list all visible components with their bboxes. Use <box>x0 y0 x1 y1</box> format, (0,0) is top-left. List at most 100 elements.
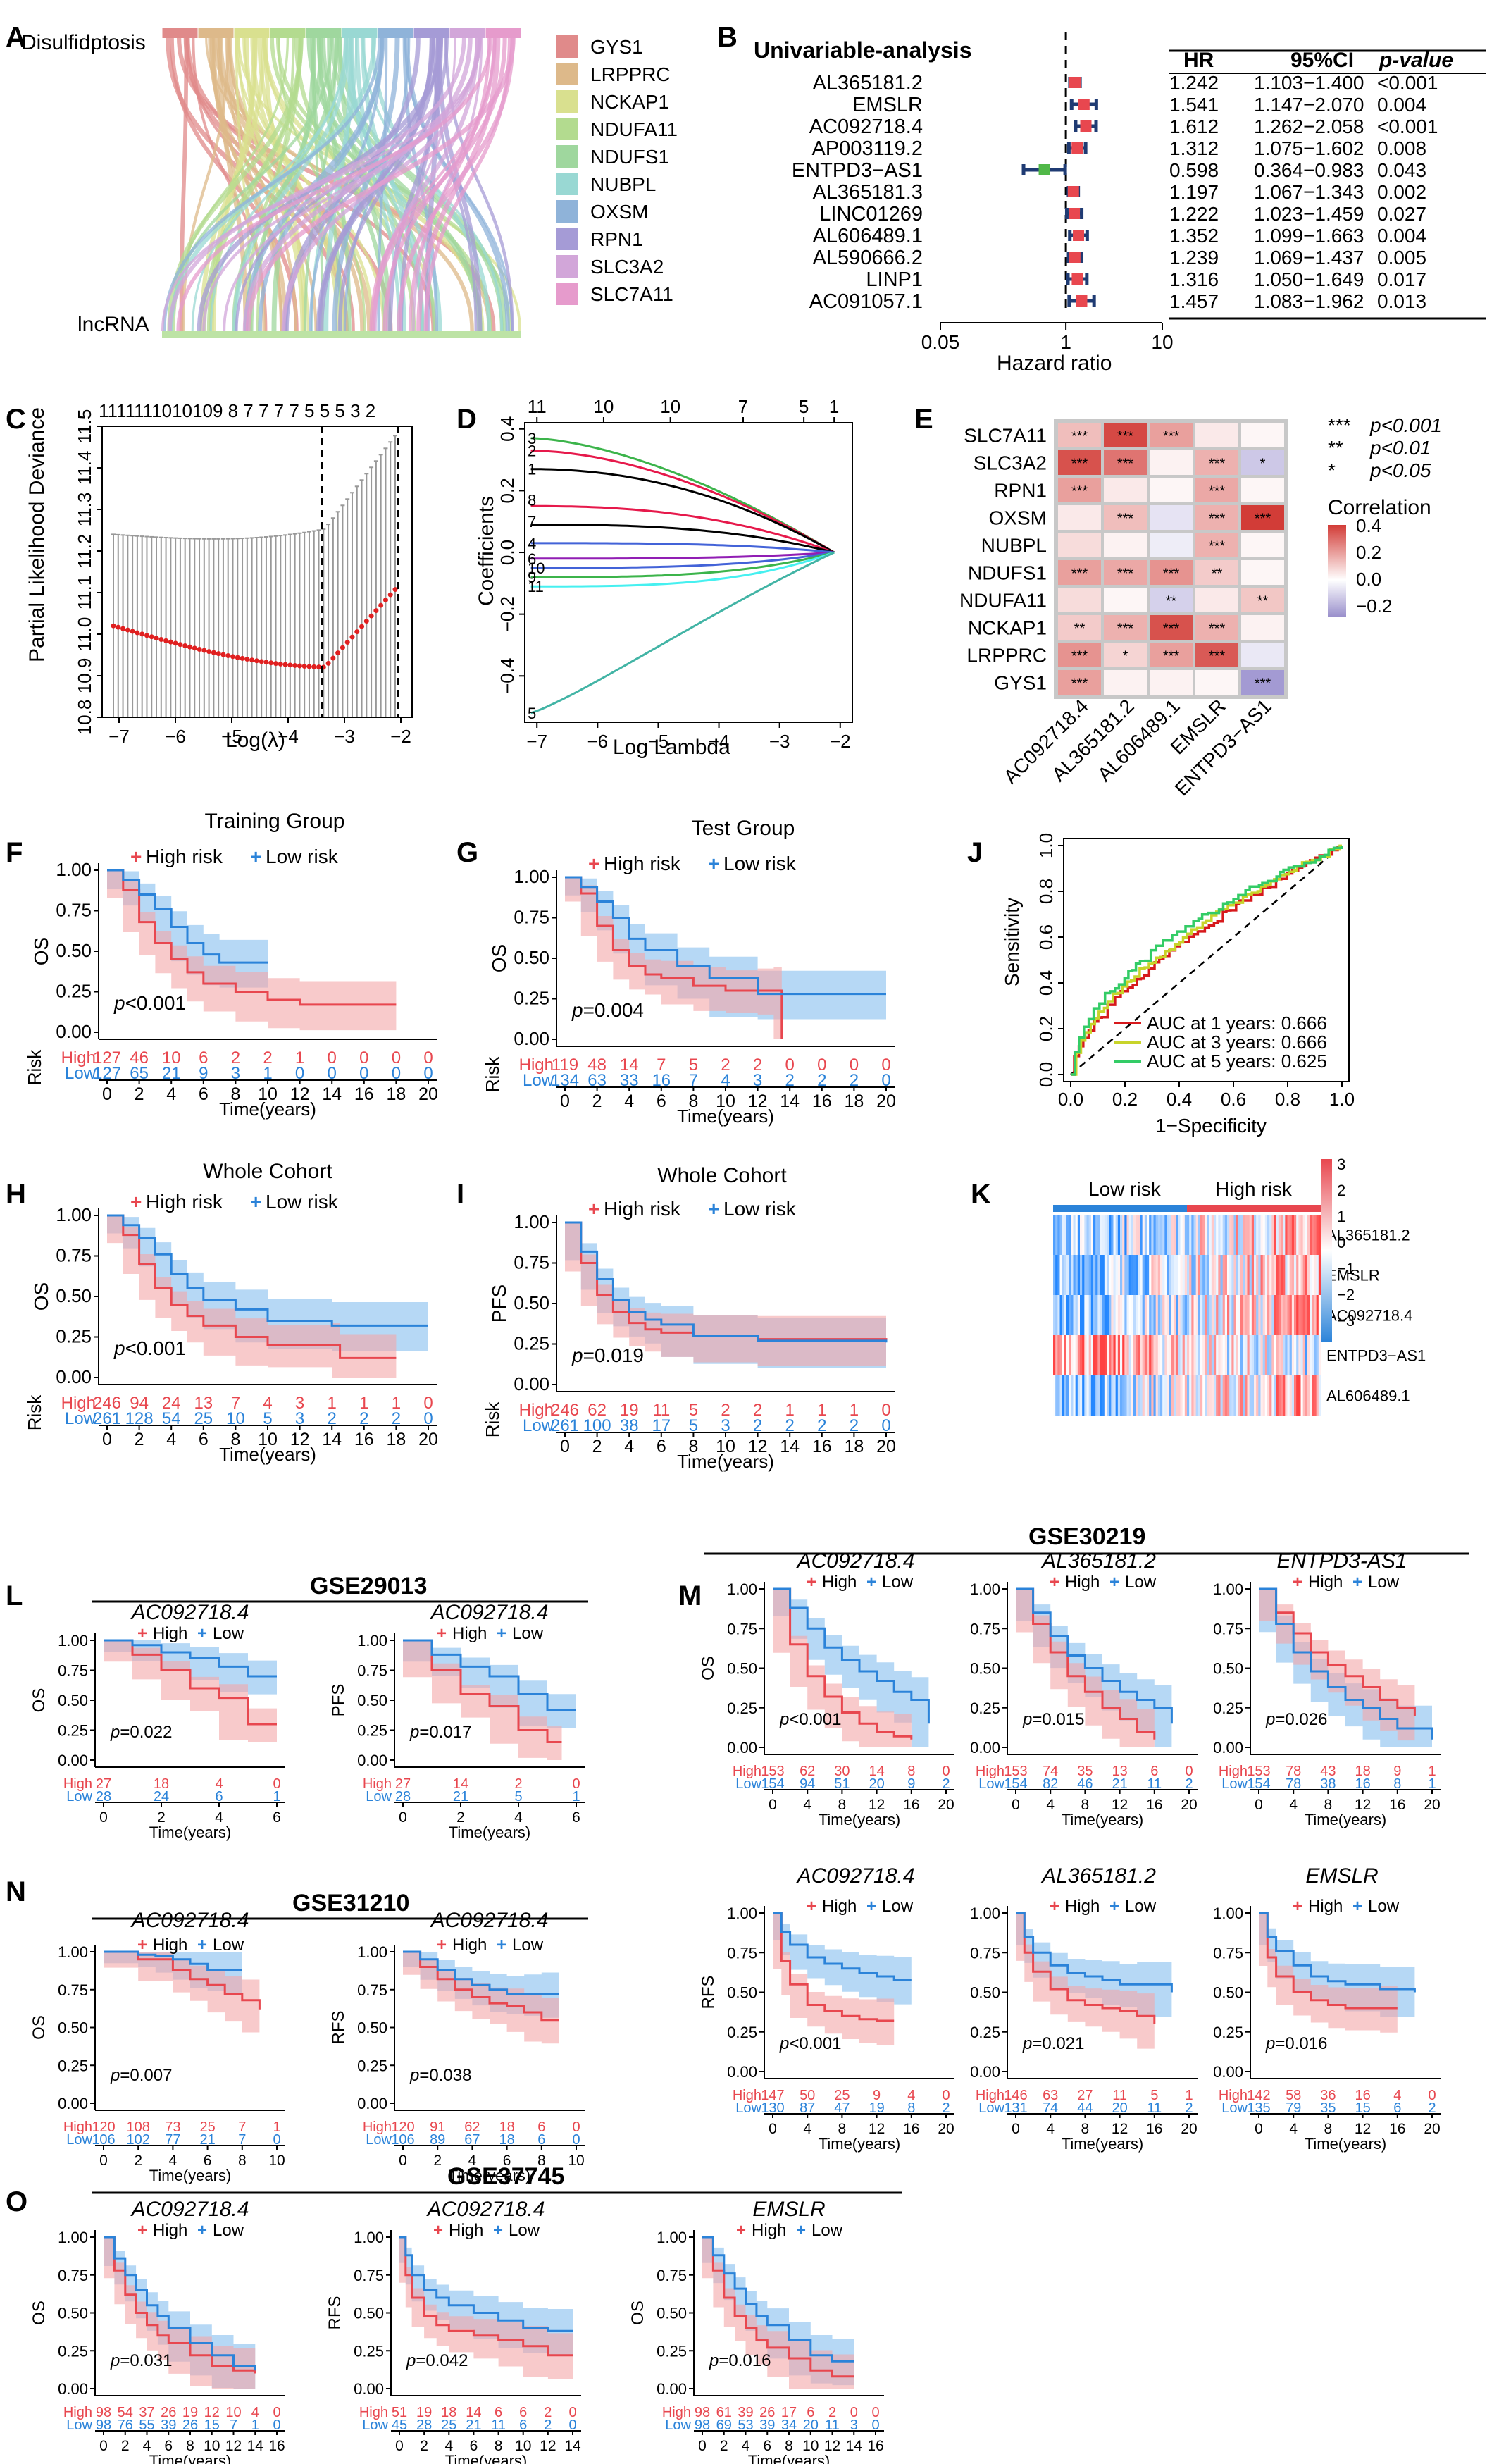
km-risk-high: 1 <box>785 1401 795 1420</box>
k-cell <box>1220 1335 1224 1375</box>
k-cell <box>1120 1295 1123 1335</box>
k-cell <box>1082 1335 1085 1375</box>
k-cell <box>1142 1375 1145 1416</box>
k-cell <box>1296 1215 1299 1255</box>
k-cell <box>1160 1295 1163 1335</box>
km-risk-low: 0 <box>572 2132 580 2148</box>
km-low-curve <box>403 1639 576 1711</box>
k-cell <box>1167 1295 1170 1335</box>
km-ylabel: OS <box>30 937 52 965</box>
k-cell <box>1155 1375 1159 1416</box>
k-gene-label: AL606489.1 <box>1326 1387 1410 1405</box>
km-xtick-label: 14 <box>247 2438 264 2454</box>
km-ylabel: OS <box>30 1688 49 1713</box>
km-risk-high: 73 <box>165 2119 180 2135</box>
k-cell <box>1202 1215 1205 1255</box>
k-cell <box>1269 1335 1272 1375</box>
km-p-italic: p <box>779 1710 789 1729</box>
km-xlabel: Time(years) <box>677 1451 774 1472</box>
km-xtick-label: 16 <box>903 1797 919 1813</box>
k-cell <box>1126 1215 1130 1255</box>
k-cell <box>1164 1215 1168 1255</box>
km-ytick-label: 0.75 <box>657 2267 687 2284</box>
km-risk-low: 35 <box>1320 2100 1336 2116</box>
km-ytick-label: 0.75 <box>357 1662 387 1680</box>
km-low-ci <box>403 1640 576 1728</box>
k-cell <box>1077 1255 1081 1295</box>
k-cell <box>1251 1335 1255 1375</box>
k-cell <box>1180 1215 1183 1255</box>
d-xtick-label: −3 <box>769 731 790 752</box>
km-risk-row-low: Low <box>523 1071 554 1090</box>
sankey-link <box>382 36 497 332</box>
k-cell <box>1122 1215 1125 1255</box>
km-p-italic: p <box>571 999 583 1021</box>
km-risk-high: 18 <box>154 1776 169 1792</box>
km-ytick-label: 0.75 <box>58 2267 88 2284</box>
km-ytick-label: 1.00 <box>58 1943 88 1961</box>
km-risk-high: 18 <box>1355 1764 1370 1779</box>
km-risk-row-high: High <box>662 2405 691 2420</box>
k-cell <box>1240 1295 1243 1335</box>
k-cell <box>1062 1215 1065 1255</box>
sankey-top-label: Disulfidptosis <box>21 31 146 54</box>
k-cell <box>1264 1375 1268 1416</box>
km-risk-high: 51 <box>392 2405 407 2420</box>
k-cell <box>1131 1215 1134 1255</box>
km-legend-high: High risk <box>604 1198 681 1220</box>
e-colorbar-tick: 0.2 <box>1356 542 1381 563</box>
k-cell <box>1162 1295 1165 1335</box>
k-cell <box>1122 1295 1125 1335</box>
dataset-section-headers: GSE29013 GSE30219 GSE31210 GSE37745 <box>92 1523 1469 2194</box>
km-risk-low: 8 <box>1393 1776 1401 1792</box>
k-cell <box>1084 1335 1088 1375</box>
km-p-rest: <0.001 <box>789 1710 841 1729</box>
k-cell <box>1229 1295 1232 1335</box>
km-risk-low: 11 <box>491 2417 506 2433</box>
j-ytick-label: 0.8 <box>1035 879 1057 904</box>
km-ytick-label: 0.50 <box>970 1984 1000 2002</box>
forest-row-label: AC092718.4 <box>809 116 923 138</box>
k-cell <box>1059 1335 1063 1375</box>
km-risk-low: 7 <box>689 1071 698 1090</box>
legend-swatch <box>556 283 578 305</box>
k-cell <box>1136 1255 1138 1295</box>
k-cell <box>1191 1335 1195 1375</box>
km-low-ci <box>399 2237 573 2355</box>
k-cell <box>1075 1335 1078 1375</box>
km-xtick-label: 6 <box>657 1437 666 1456</box>
forest-col-hr: HR <box>1183 49 1214 72</box>
k-cell <box>1164 1295 1168 1335</box>
legend-swatch <box>556 118 578 140</box>
k-cell <box>1138 1295 1141 1335</box>
k-cell <box>1285 1295 1288 1335</box>
k-cell <box>1136 1335 1138 1375</box>
k-cell <box>1238 1295 1241 1335</box>
k-cell <box>1128 1335 1132 1375</box>
k-cell <box>1249 1215 1252 1255</box>
k-cell <box>1191 1255 1195 1295</box>
km-risk-row-high: High <box>733 1764 761 1779</box>
k-cell <box>1138 1255 1141 1295</box>
km-ytick-label: 0.00 <box>970 2063 1000 2081</box>
km-ytick-label: 0.75 <box>56 900 92 921</box>
km-legend-mark: + <box>250 1191 261 1213</box>
k-cell <box>1086 1215 1090 1255</box>
k-cell <box>1249 1335 1252 1375</box>
km-risk-high: 0 <box>850 2405 858 2420</box>
km-p-value: p=0.007 <box>110 2066 172 2085</box>
km-low-curve <box>107 1214 428 1327</box>
k-cell <box>1283 1295 1286 1335</box>
km-ytick-label: 0.00 <box>970 1739 1000 1757</box>
km-risk-high: 13 <box>1112 1764 1127 1779</box>
km-risk-high: 14 <box>466 2405 481 2420</box>
k-cell <box>1115 1335 1119 1375</box>
k-cell <box>1142 1215 1145 1255</box>
km-low-curve <box>104 2236 256 2371</box>
km-high-ci <box>107 1215 397 1378</box>
km-xtick-label: 4 <box>803 2121 811 2137</box>
k-cell <box>1149 1255 1152 1295</box>
